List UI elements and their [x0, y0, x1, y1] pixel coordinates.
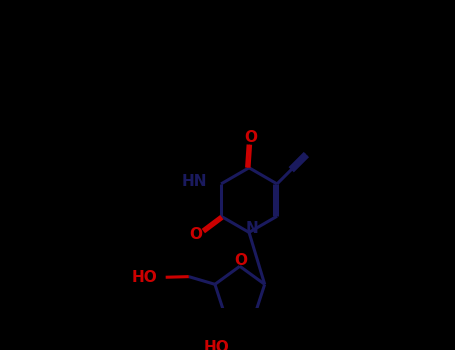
- Text: O: O: [244, 131, 257, 145]
- Text: N: N: [245, 221, 258, 236]
- Text: HN: HN: [182, 174, 207, 189]
- Text: O: O: [234, 253, 247, 268]
- Text: O: O: [189, 227, 202, 242]
- Text: HO: HO: [204, 340, 230, 350]
- Text: HO: HO: [131, 270, 157, 285]
